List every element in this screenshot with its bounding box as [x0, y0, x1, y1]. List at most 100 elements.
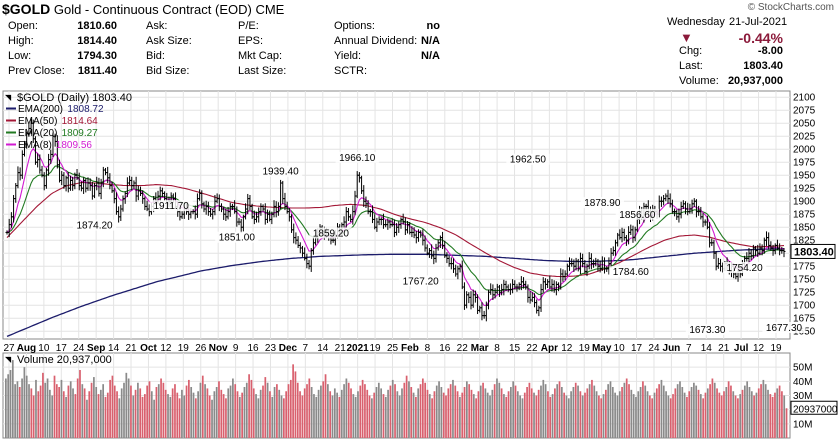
- volume-bar: [554, 388, 556, 438]
- quote-label: Ask Size:: [146, 35, 192, 47]
- volume-bar: [655, 388, 658, 438]
- volume-bar: [693, 382, 695, 438]
- quote-value: 20,937,000: [727, 75, 783, 87]
- volume-bar: [76, 378, 79, 438]
- volume-bar: [588, 384, 591, 438]
- price-annotation: 1911.70: [153, 201, 189, 212]
- annotation-bg: [72, 219, 117, 231]
- volume-bar: [18, 387, 21, 438]
- volume-bar: [637, 391, 640, 438]
- volume-bar: [711, 378, 714, 438]
- volume-bar: [660, 379, 663, 438]
- quote-value: -8.00: [757, 45, 783, 57]
- volume-bar: [440, 387, 443, 438]
- volume-bar: [535, 395, 538, 438]
- volume-bar: [382, 394, 385, 438]
- price-annotation: 1767.20: [403, 276, 440, 287]
- volume-bar: [213, 391, 216, 438]
- volume-panel-title: Volume 20,937,000: [17, 354, 112, 366]
- volume-bar: [472, 394, 475, 438]
- volume-bar: [51, 395, 54, 438]
- volume-bar: [162, 382, 165, 438]
- x-tick-label: Dec: [279, 343, 298, 354]
- x-tick-label: 10: [38, 343, 50, 354]
- volume-bar: [250, 379, 253, 438]
- pct-change: -0.44%: [738, 30, 783, 46]
- volume-bar: [560, 387, 563, 438]
- x-tick-label: Mar: [471, 343, 489, 354]
- volume-bar: [359, 385, 362, 438]
- volume-tick-label: 10M: [793, 419, 812, 430]
- legend-value: 1808.72: [67, 104, 104, 115]
- symbol: $GOLD: [2, 1, 51, 17]
- price-annotation: 1673.30: [689, 325, 726, 336]
- volume-bar: [549, 396, 552, 438]
- volume-bar: [748, 387, 751, 438]
- legend-label: EMA(50): [18, 116, 57, 127]
- volume-bar: [669, 398, 672, 438]
- volume-bar: [220, 389, 223, 438]
- volume-bar: [723, 391, 725, 438]
- quote-date: 21-Jul-2021: [729, 16, 788, 28]
- volume-bar: [248, 374, 250, 438]
- volume-bar: [405, 375, 408, 438]
- annotation-bg: [215, 231, 259, 243]
- volume-bar: [484, 388, 487, 438]
- volume-bar: [364, 384, 366, 438]
- volume-bar: [232, 378, 234, 438]
- x-tick-label: 22: [457, 343, 469, 354]
- volume-bar: [11, 360, 14, 438]
- volume-bar: [456, 391, 459, 438]
- volume-bar: [702, 398, 705, 438]
- volume-bar: [470, 389, 473, 438]
- legend-label: EMA(200): [18, 104, 63, 115]
- volume-bar: [760, 384, 762, 438]
- x-tick-label: 22: [526, 343, 538, 354]
- volume-bar: [479, 385, 482, 438]
- x-tick-label: 21: [718, 343, 730, 354]
- x-tick-label: 19: [178, 343, 190, 354]
- volume-bar: [465, 381, 468, 438]
- volume-bar: [169, 396, 172, 438]
- volume-bar: [67, 385, 70, 438]
- volume-bar: [42, 372, 44, 438]
- volume-bar: [9, 370, 12, 438]
- volume-bar: [113, 385, 116, 438]
- volume-bar: [215, 387, 218, 438]
- x-tick-label: 19: [370, 343, 382, 354]
- quote-label: Last Size:: [238, 65, 287, 77]
- volume-bar: [757, 388, 760, 438]
- price-annotation: 1859.20: [313, 228, 350, 239]
- volume-bar: [767, 389, 769, 438]
- volume-bar: [746, 381, 749, 438]
- quote-label: Ask:: [146, 20, 168, 32]
- volume-bar: [317, 389, 320, 438]
- quote-value: N/A: [421, 50, 440, 62]
- y-tick-label: 1750: [793, 275, 816, 286]
- x-tick-label: 12: [561, 343, 573, 354]
- y-tick-label: 2000: [793, 145, 816, 156]
- volume-bar: [354, 396, 357, 438]
- volume-bar: [130, 385, 132, 438]
- volume-bar: [734, 395, 737, 438]
- volume-bar: [394, 384, 396, 438]
- volume-bar: [785, 408, 788, 438]
- x-tick-label: 12: [160, 343, 172, 354]
- volume-bar: [639, 387, 642, 438]
- quote-label: High:: [8, 35, 34, 47]
- volume-bar: [477, 391, 480, 438]
- volume-bar: [709, 384, 711, 438]
- volume-bar: [595, 391, 598, 438]
- volume-bar: [37, 391, 40, 438]
- volume-bar: [614, 392, 616, 438]
- volume-bar: [324, 374, 327, 438]
- volume-bar: [132, 395, 135, 438]
- volume-bar: [491, 389, 494, 438]
- volume-bar: [753, 395, 755, 438]
- volume-bar: [574, 382, 577, 438]
- x-tick-label: Sep: [87, 343, 105, 354]
- annotation-bg: [399, 275, 443, 287]
- volume-bar: [500, 388, 503, 438]
- x-tick-label: 17: [631, 343, 643, 354]
- quote-value: N/A: [421, 35, 440, 47]
